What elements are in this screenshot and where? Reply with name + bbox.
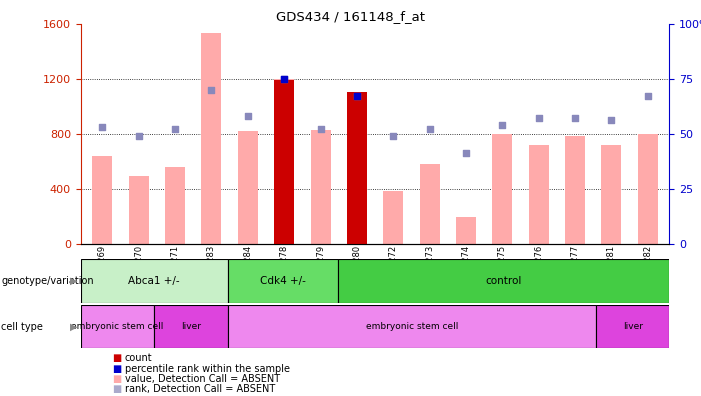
Text: ▶: ▶ bbox=[69, 276, 77, 286]
Point bbox=[97, 124, 108, 130]
Point bbox=[496, 122, 508, 128]
Point bbox=[351, 93, 362, 99]
Point bbox=[642, 93, 653, 99]
Text: embryonic stem cell: embryonic stem cell bbox=[366, 322, 458, 331]
Text: ▶: ▶ bbox=[69, 322, 77, 332]
Bar bbox=[228, 259, 338, 303]
Point bbox=[533, 115, 544, 122]
Text: percentile rank within the sample: percentile rank within the sample bbox=[125, 364, 290, 374]
Bar bbox=[238, 131, 258, 244]
Bar bbox=[456, 217, 476, 244]
Text: control: control bbox=[486, 276, 522, 286]
Bar bbox=[601, 145, 621, 244]
Text: genotype/variation: genotype/variation bbox=[1, 276, 94, 286]
Point bbox=[388, 133, 399, 139]
Text: count: count bbox=[125, 353, 152, 364]
Bar bbox=[338, 259, 669, 303]
Point bbox=[278, 76, 290, 82]
Text: ■: ■ bbox=[112, 353, 121, 364]
Point bbox=[351, 93, 362, 99]
Point bbox=[133, 133, 144, 139]
Bar bbox=[596, 305, 669, 348]
Text: ■: ■ bbox=[112, 364, 121, 374]
Text: ■: ■ bbox=[112, 384, 121, 394]
Text: ■: ■ bbox=[112, 374, 121, 384]
Point bbox=[569, 115, 580, 122]
Text: Cdk4 +/-: Cdk4 +/- bbox=[260, 276, 306, 286]
Bar bbox=[201, 33, 222, 244]
Point bbox=[278, 76, 290, 82]
Point bbox=[461, 150, 472, 156]
Text: liver: liver bbox=[622, 322, 643, 331]
Text: rank, Detection Call = ABSENT: rank, Detection Call = ABSENT bbox=[125, 384, 275, 394]
Bar bbox=[274, 80, 294, 244]
Bar bbox=[311, 129, 330, 244]
Text: embryonic stem cell: embryonic stem cell bbox=[72, 322, 163, 331]
Point bbox=[206, 86, 217, 93]
Bar bbox=[93, 156, 112, 244]
Text: GDS434 / 161148_f_at: GDS434 / 161148_f_at bbox=[276, 10, 425, 23]
Bar bbox=[347, 92, 367, 244]
Bar bbox=[154, 305, 228, 348]
Bar bbox=[129, 176, 149, 244]
Text: Abca1 +/-: Abca1 +/- bbox=[128, 276, 180, 286]
Point bbox=[243, 113, 254, 119]
Point bbox=[170, 126, 181, 132]
Bar bbox=[347, 209, 367, 244]
Bar bbox=[492, 133, 512, 244]
Text: value, Detection Call = ABSENT: value, Detection Call = ABSENT bbox=[125, 374, 280, 384]
Bar bbox=[274, 79, 294, 244]
Bar bbox=[420, 164, 440, 244]
Bar bbox=[383, 191, 403, 244]
Text: liver: liver bbox=[181, 322, 201, 331]
Bar bbox=[81, 259, 228, 303]
Bar bbox=[228, 305, 596, 348]
Bar bbox=[81, 305, 154, 348]
Bar bbox=[565, 136, 585, 244]
Point bbox=[606, 117, 617, 124]
Bar bbox=[165, 167, 185, 244]
Point bbox=[315, 126, 326, 132]
Bar bbox=[529, 145, 549, 244]
Point bbox=[424, 126, 435, 132]
Bar bbox=[638, 133, 658, 244]
Text: cell type: cell type bbox=[1, 322, 43, 332]
